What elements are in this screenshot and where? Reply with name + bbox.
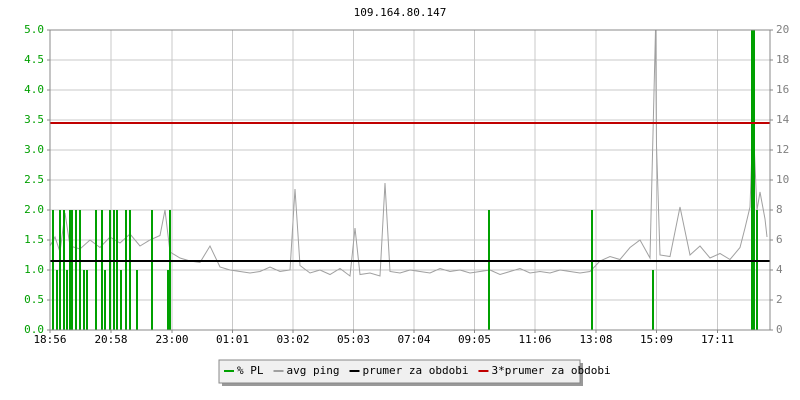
- y2-tick-label: 18: [776, 53, 789, 66]
- y2-tick-label: 16: [776, 83, 789, 96]
- x-tick-label: 13:08: [579, 333, 612, 346]
- y-tick-label: 0.0: [24, 323, 44, 336]
- x-tick-label: 05:03: [337, 333, 370, 346]
- y2-tick-label: 6: [776, 233, 783, 246]
- x-tick-label: 03:02: [276, 333, 309, 346]
- x-tick-label: 20:58: [94, 333, 127, 346]
- y2-tick-label: 12: [776, 143, 789, 156]
- x-tick-label: 17:11: [701, 333, 734, 346]
- y-tick-label: 0.5: [24, 293, 44, 306]
- y-tick-label: 1.5: [24, 233, 44, 246]
- y-tick-label: 2.5: [24, 173, 44, 186]
- y-tick-label: 1.0: [24, 263, 44, 276]
- plot: [49, 29, 770, 330]
- y2-tick-label: 10: [776, 173, 789, 186]
- x-tick-label: 09:05: [458, 333, 491, 346]
- legend-label: prumer za obdobi: [362, 364, 468, 377]
- legend-label: 3*prumer za obdobi: [491, 364, 610, 377]
- y-tick-label: 4.5: [24, 53, 44, 66]
- legend-label: % PL: [237, 364, 264, 377]
- x-tick-label: 23:00: [155, 333, 188, 346]
- x-tick-label: 01:01: [216, 333, 249, 346]
- ping-line: [49, 29, 768, 277]
- y-tick-label: 3.5: [24, 113, 44, 126]
- x-tick-label: 18:56: [33, 333, 66, 346]
- y2-tick-label: 0: [776, 323, 783, 336]
- plot-frame: [49, 29, 771, 331]
- x-tick-label: 15:09: [640, 333, 673, 346]
- y2-tick-label: 8: [776, 203, 783, 216]
- y2-tick-label: 20: [776, 23, 789, 36]
- chart-title: 109.164.80.147: [354, 6, 447, 19]
- y-tick-label: 5.0: [24, 23, 44, 36]
- axes: 0.0 0.5 1.0 1.5 2.0 2.5 3.0 3.5 4.0 4.5 5.0 0 2 4 6 8 10…: [24, 23, 789, 346]
- y2-tick-label: 14: [776, 113, 790, 126]
- y-tick-label: 4.0: [24, 83, 44, 96]
- x-tick-label: 07:04: [397, 333, 430, 346]
- y2-tick-label: 2: [776, 293, 783, 306]
- y-tick-label: 2.0: [24, 203, 44, 216]
- y-tick-label: 3.0: [24, 143, 44, 156]
- legend-label: avg ping: [287, 364, 340, 377]
- legend-entries: % PL avg ping prumer za obdobi 3*prumer za …: [224, 364, 611, 377]
- legend: [218, 359, 581, 384]
- x-tick-label: 11:06: [518, 333, 551, 346]
- y2-tick-label: 4: [776, 263, 783, 276]
